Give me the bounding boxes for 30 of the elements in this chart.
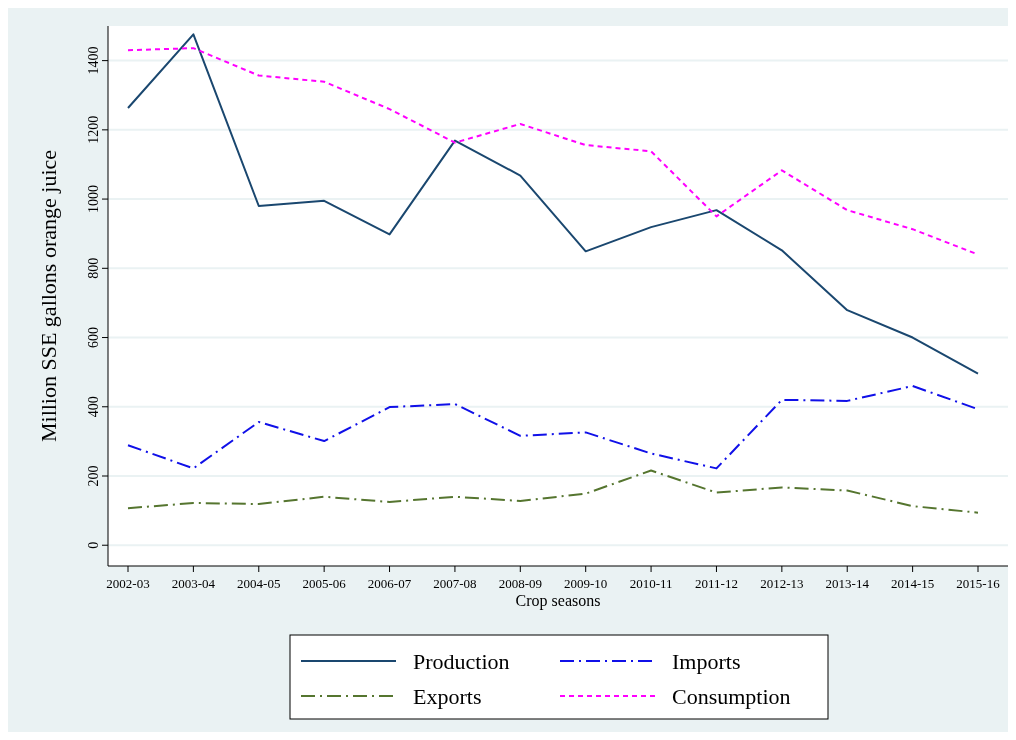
y-tick-label: 0: [86, 541, 101, 549]
legend-label: Production: [413, 649, 510, 674]
y-tick-label: 800: [86, 257, 101, 279]
x-tick-label: 2015-16: [956, 576, 1001, 591]
x-tick-label: 2008-09: [498, 576, 542, 591]
x-tick-label: 2006-07: [367, 576, 412, 591]
line-series: [127, 469, 979, 514]
y-tick-label: 1200: [86, 115, 101, 144]
y-tick-label: 1000: [86, 185, 101, 214]
x-tick-label: 2011-12: [695, 576, 738, 591]
legend-label: Imports: [672, 649, 741, 674]
x-tick-label: 2004-05: [237, 576, 281, 591]
x-tick-label: 2014-15: [890, 576, 935, 591]
y-tick-label: 400: [86, 396, 101, 418]
x-axis-title: Crop seasons: [515, 592, 601, 610]
x-tick-label: 2007-08: [433, 576, 477, 591]
x-tick-label: 2009-10: [564, 576, 608, 591]
y-tick-label: 600: [86, 327, 101, 349]
x-tick-label: 2010-11: [629, 576, 673, 591]
y-axis-title: Million SSE gallons orange juice: [36, 149, 61, 443]
y-tick-label: 1400: [86, 46, 101, 75]
x-tick-label: 2005-06: [302, 576, 347, 591]
legend-label: Consumption: [672, 684, 791, 709]
x-tick-label: 2013-14: [825, 576, 870, 591]
x-tick-label: 2012-13: [760, 576, 804, 591]
y-tick-label: 200: [86, 465, 101, 487]
x-tick-label: 2003-04: [171, 576, 216, 591]
x-tick-label: 2002-03: [106, 576, 150, 591]
line-series: [127, 33, 979, 375]
legend-label: Exports: [413, 684, 482, 709]
